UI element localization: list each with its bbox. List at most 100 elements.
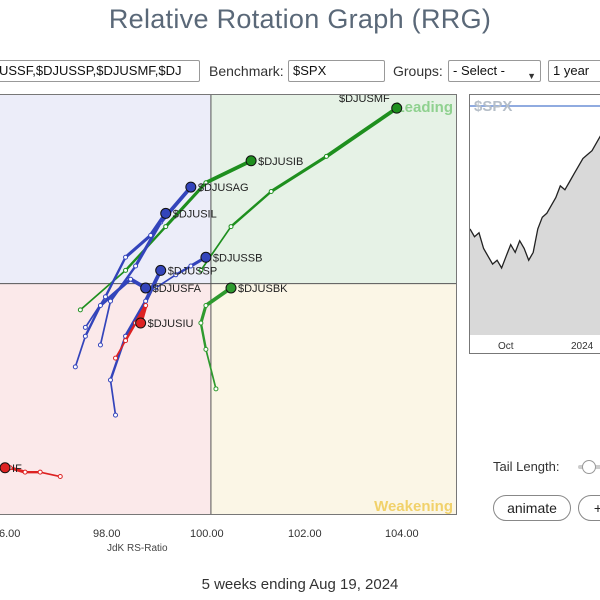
- x-tick-label: 102.00: [288, 528, 322, 540]
- tail-segment: [124, 321, 137, 342]
- tail-point: [133, 263, 139, 269]
- tail-segment: [99, 300, 112, 346]
- tail-segment: [84, 304, 102, 338]
- series-label: $DJUSFA: [153, 283, 202, 295]
- tail-point: [143, 298, 149, 304]
- tail-segment: [229, 190, 273, 228]
- tail-segment: [200, 225, 232, 272]
- chevron-down-icon: ▼: [527, 71, 536, 81]
- slider-handle[interactable]: [582, 460, 596, 474]
- series-djussb[interactable]: $DJUSSB: [153, 251, 263, 291]
- tail-point: [123, 267, 129, 273]
- series-label: $DJUSSP: [168, 265, 218, 277]
- tail-segment: [199, 303, 208, 325]
- mini-x-label: 2024: [571, 341, 594, 352]
- series-djusiu[interactable]: $DJUSIU: [113, 303, 194, 361]
- mini-chart-line: [469, 135, 600, 270]
- series-label: $DJUSIU: [148, 318, 194, 330]
- tail-segment: [74, 335, 87, 368]
- series-head-point[interactable]: [160, 207, 172, 219]
- series-layer: $DJUSMF$DJUSIB$DJUSAG$DJUSIL$DJUSSB$DJUS…: [0, 95, 403, 480]
- tail-segment: [123, 233, 153, 259]
- quadrant-weakening: [210, 283, 456, 514]
- tail-segment: [98, 277, 133, 308]
- quadrant-label-weakening: Weakening: [374, 498, 453, 515]
- tail-point: [143, 303, 149, 308]
- tail-point: [102, 294, 108, 300]
- series-head-point[interactable]: [245, 155, 257, 167]
- groups-select[interactable]: - Select - ▼: [448, 60, 541, 82]
- benchmark-input[interactable]: $SPX: [288, 60, 385, 82]
- x-tick-label: 104.00: [385, 528, 419, 540]
- x-tick-label: 6.00: [0, 528, 21, 540]
- rrg-chart: Leading Weakening $DJUSMF $DJUSIB $DJUSAG $…: [0, 95, 456, 515]
- mini-chart-svg: $SPX Oct 2024: [469, 98, 600, 352]
- series-head-point[interactable]: [140, 282, 152, 294]
- series-djusbk[interactable]: $DJUSBK: [198, 282, 288, 392]
- tail-segment: [104, 256, 127, 298]
- tail-point: [82, 324, 88, 330]
- tail-segment: [39, 471, 62, 478]
- tail-segment: [164, 181, 208, 229]
- tail-length-label: Tail Length:: [493, 459, 560, 474]
- series-if[interactable]: IF: [0, 462, 63, 480]
- mini-x-label: Oct: [498, 341, 514, 352]
- series-label: $DJUSIB: [258, 156, 303, 168]
- series-label: $DJUSAG: [198, 182, 249, 194]
- symbols-input[interactable]: USSF,$DJUSSP,$DJUSMF,$DJ: [0, 60, 200, 82]
- x-tick-label: 100.00: [190, 528, 224, 540]
- series-head-point[interactable]: [135, 317, 147, 329]
- rrg-chart-panel[interactable]: Leading Weakening $DJUSMF $DJUSIB $DJUSAG $…: [0, 94, 457, 515]
- tail-point: [123, 254, 129, 260]
- series-label: IF: [12, 463, 22, 475]
- tail-segment: [79, 269, 127, 311]
- tail-point: [82, 333, 88, 339]
- tail-point: [97, 303, 103, 308]
- quadrant-improving: [0, 95, 211, 284]
- series-djusmf[interactable]: $DJUSMF: [198, 95, 403, 273]
- page-title: Relative Rotation Graph (RRG): [108, 4, 492, 34]
- series-head-point[interactable]: [225, 282, 237, 294]
- tail-point: [268, 188, 274, 194]
- tail-segment: [204, 158, 253, 185]
- series-head-point[interactable]: [185, 181, 197, 193]
- series-djusag[interactable]: $DJUSAG: [97, 181, 249, 348]
- tail-point: [107, 298, 113, 304]
- tail-point: [107, 377, 113, 383]
- series-djusil[interactable]: $DJUSIL: [82, 207, 217, 330]
- tail-segment: [84, 295, 107, 329]
- series-head-point[interactable]: [0, 462, 11, 474]
- tail-point: [37, 469, 43, 475]
- tail-segment: [8, 466, 27, 474]
- series-head-point[interactable]: [200, 251, 212, 263]
- benchmark-label: Benchmark:: [209, 63, 284, 79]
- tail-point: [148, 232, 154, 238]
- tail-segment: [109, 379, 117, 416]
- tail-segment: [109, 264, 137, 303]
- tail-segment: [143, 268, 163, 304]
- series-label: $DJUSIL: [173, 208, 217, 220]
- plus-button[interactable]: +: [578, 495, 600, 521]
- mini-chart-symbol: $SPX: [474, 98, 512, 115]
- series-djusfa[interactable]: $DJUSFA: [72, 276, 202, 370]
- tail-length-slider[interactable]: [578, 460, 600, 474]
- animate-button[interactable]: animate: [493, 495, 571, 521]
- x-tick-label: 98.00: [93, 528, 121, 540]
- tail-point: [203, 303, 209, 308]
- groups-select-value: - Select -: [453, 63, 506, 78]
- tail-point: [228, 224, 234, 230]
- x-axis-label: JdK RS-Ratio: [107, 543, 168, 554]
- period-select[interactable]: 1 year: [548, 60, 600, 82]
- series-head-point[interactable]: [391, 102, 403, 114]
- series-djussp[interactable]: $DJUSSP: [107, 264, 218, 418]
- series-head-point[interactable]: [155, 264, 167, 276]
- period-select-value: 1 year: [553, 63, 590, 78]
- tail-point: [188, 263, 194, 269]
- tail-point: [72, 364, 78, 370]
- tail-segment: [154, 273, 177, 289]
- tail-point: [57, 474, 63, 480]
- tail-segment: [199, 321, 208, 351]
- quadrant-label-leading: Leading: [395, 99, 453, 116]
- tail-point: [77, 307, 83, 313]
- tail-point: [323, 153, 329, 159]
